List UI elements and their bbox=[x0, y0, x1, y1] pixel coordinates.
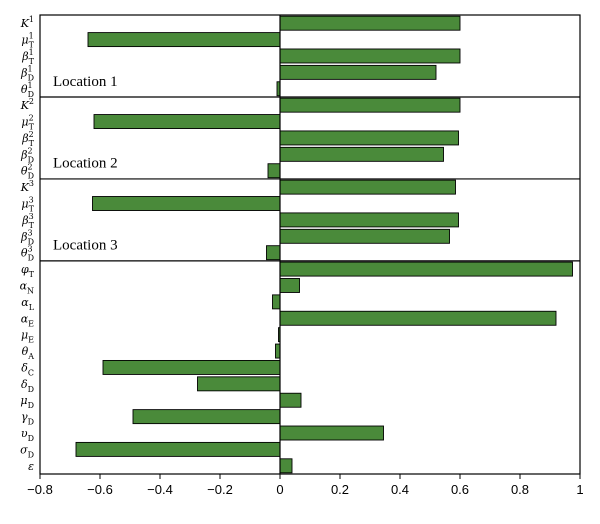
x-tick-label: −0.8 bbox=[27, 482, 53, 497]
category-label: φT bbox=[21, 263, 35, 279]
category-label: μ3 T bbox=[21, 196, 34, 214]
bar bbox=[132, 409, 281, 425]
bar bbox=[279, 130, 459, 146]
category-label: K3 bbox=[20, 179, 34, 194]
group-labels: Location 1 Location 2 Location 3 bbox=[53, 74, 118, 254]
bar bbox=[279, 458, 293, 474]
category-label: ε bbox=[28, 460, 34, 473]
bar bbox=[279, 278, 300, 293]
category-label: θ2 D bbox=[21, 163, 34, 181]
bar bbox=[279, 48, 461, 64]
category-label: αE bbox=[21, 312, 34, 328]
plot-frame bbox=[39, 14, 581, 475]
category-label: αN bbox=[20, 279, 34, 295]
bar bbox=[267, 163, 281, 179]
bar bbox=[279, 179, 456, 195]
x-tick-label: −0.6 bbox=[87, 482, 113, 497]
bar bbox=[279, 15, 461, 31]
category-label: β2 T bbox=[21, 130, 34, 148]
group-separators bbox=[40, 96, 580, 262]
x-tick-label: −0.4 bbox=[147, 482, 173, 497]
bar bbox=[279, 146, 444, 162]
category-label: β3 D bbox=[20, 228, 34, 246]
category-label: σD bbox=[20, 443, 34, 459]
category-label: θ3 D bbox=[21, 245, 34, 263]
bar bbox=[266, 245, 281, 261]
bar bbox=[279, 228, 450, 244]
category-label: αL bbox=[21, 296, 34, 312]
x-tick-label: 0.6 bbox=[451, 482, 469, 497]
bar bbox=[279, 392, 302, 408]
group-label: Location 3 bbox=[53, 238, 118, 254]
category-label: β1 D bbox=[20, 64, 34, 82]
category-label: K2 bbox=[20, 97, 34, 112]
x-tick-label: 0.2 bbox=[331, 482, 349, 497]
category-label: θA bbox=[22, 345, 35, 361]
category-label: K1 bbox=[20, 15, 34, 30]
bar bbox=[279, 64, 437, 80]
bar bbox=[279, 310, 557, 326]
category-label: γD bbox=[21, 411, 34, 427]
x-axis: −0.8 −0.6 −0.4 −0.2 0 0.2 0.4 0.6 0.8 1 bbox=[27, 15, 584, 497]
category-label: μ1 T bbox=[21, 32, 34, 50]
category-label: μE bbox=[21, 329, 34, 345]
category-label: μ2 T bbox=[21, 114, 34, 132]
bar bbox=[275, 343, 281, 359]
group-label: Location 1 bbox=[53, 74, 118, 90]
category-label: β3 T bbox=[21, 212, 34, 230]
bar bbox=[279, 261, 573, 277]
x-tick-label: 0.4 bbox=[391, 482, 409, 497]
category-label: β1 T bbox=[21, 48, 34, 66]
bar bbox=[87, 32, 281, 48]
category-label: δD bbox=[21, 378, 34, 394]
category-label: υD bbox=[21, 427, 34, 443]
bar bbox=[93, 114, 281, 130]
category-label: θ1 D bbox=[21, 81, 34, 99]
bar bbox=[279, 425, 384, 441]
category-label: δC bbox=[21, 361, 34, 377]
bar bbox=[92, 196, 281, 211]
x-tick-label: 1 bbox=[576, 482, 583, 497]
category-label: μD bbox=[20, 394, 34, 410]
bar bbox=[279, 97, 461, 113]
bar bbox=[102, 359, 281, 375]
bars-layer bbox=[75, 15, 573, 474]
x-tick-label: 0 bbox=[276, 482, 283, 497]
x-tick-label: 0.8 bbox=[511, 482, 529, 497]
group-label: Location 2 bbox=[53, 156, 118, 172]
category-label: β2 D bbox=[20, 146, 34, 164]
bar bbox=[279, 212, 459, 228]
x-tick-label: −0.2 bbox=[207, 482, 233, 497]
bar bbox=[75, 441, 281, 457]
bar bbox=[197, 376, 281, 392]
bar bbox=[272, 294, 281, 310]
